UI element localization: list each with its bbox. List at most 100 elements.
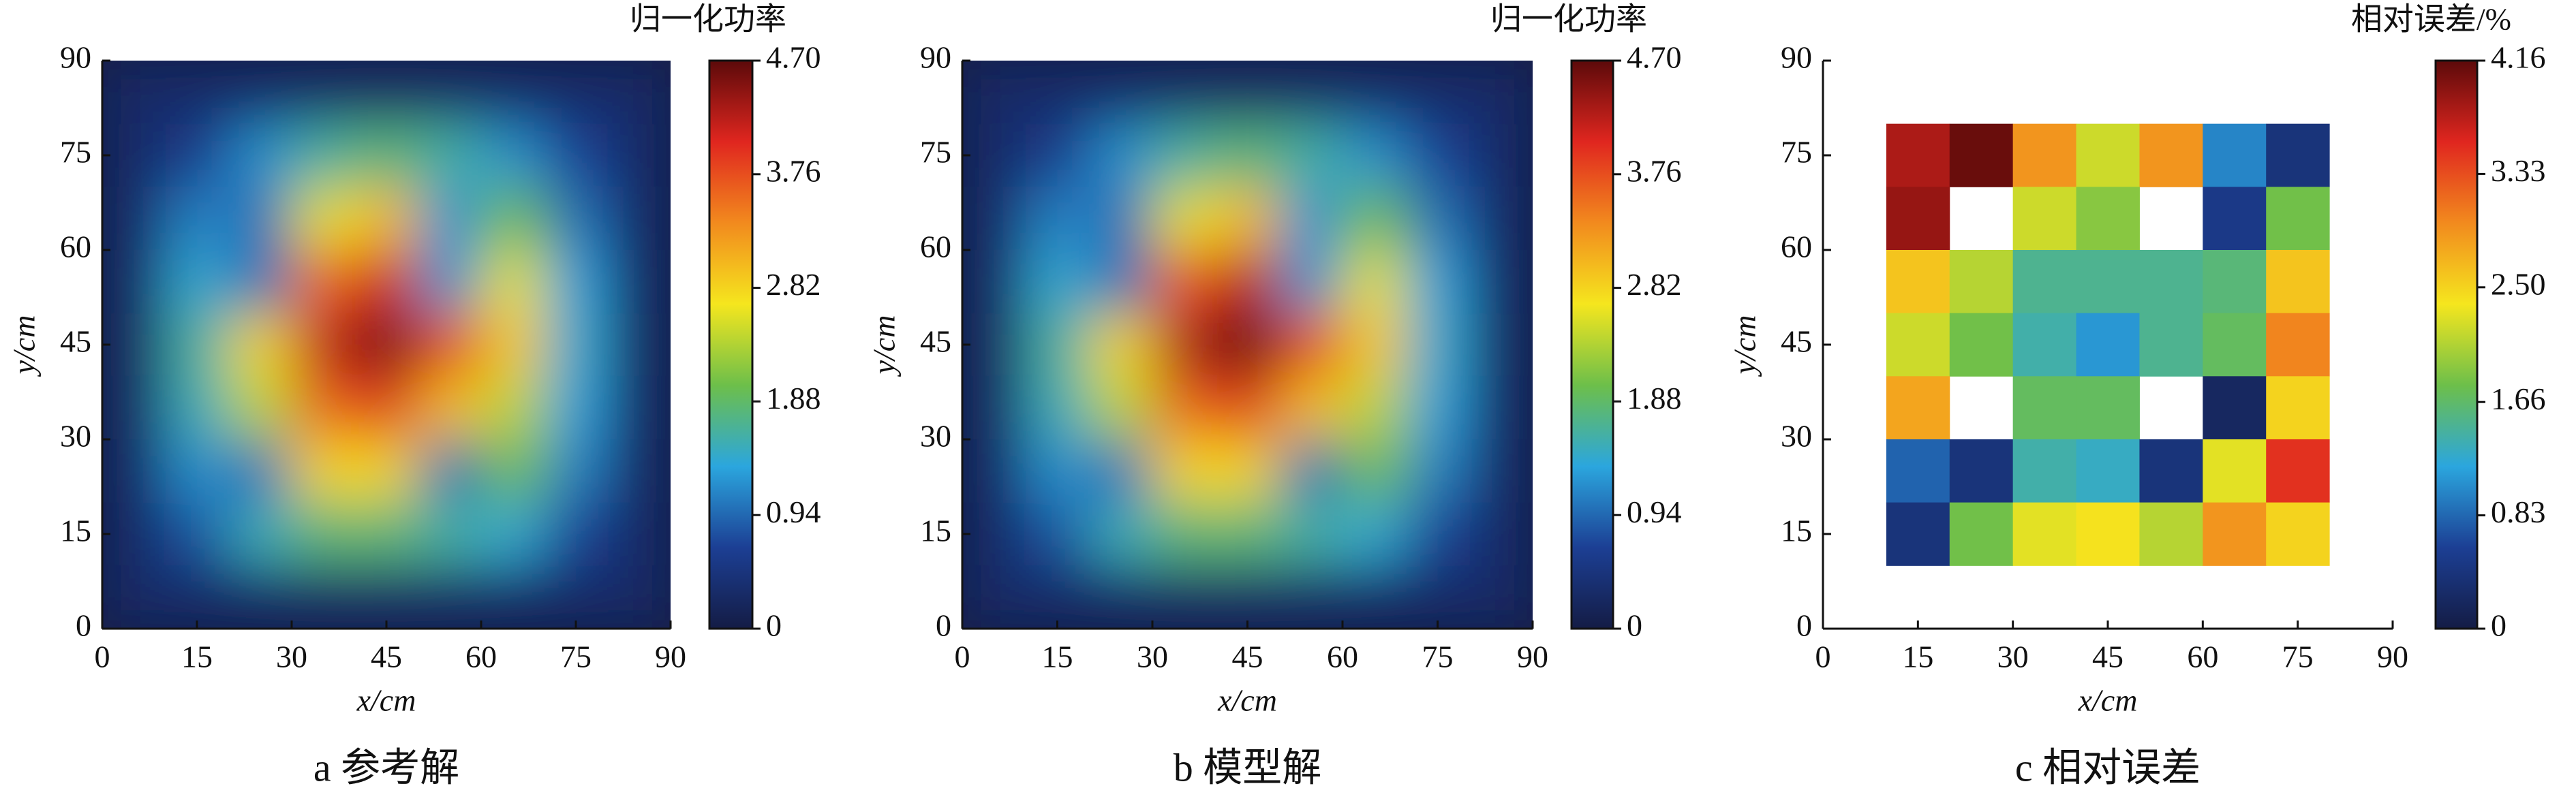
heatmap-cell: [1089, 250, 1153, 314]
heatmap-cell: [165, 439, 229, 503]
heatmap-cell: [1279, 61, 1343, 125]
colorbar-tick-label: 4.70: [1627, 40, 1682, 75]
heatmap-cell: [481, 565, 545, 629]
heatmap-cell: [354, 565, 418, 629]
heatmap-cell: [1152, 565, 1216, 629]
heatmap-cell: [2076, 502, 2140, 566]
heatmap-cell: [228, 187, 292, 251]
heatmap-cell: [607, 61, 671, 125]
x-tick-label: 60: [465, 640, 497, 674]
colorbar-tick-label: 3.76: [766, 153, 821, 188]
heatmap-cell: [1469, 250, 1533, 314]
heatmap-cell: [962, 61, 1026, 125]
heatmap-cell: [2139, 502, 2203, 566]
y-tick-label: 60: [60, 230, 91, 264]
heatmap-cell: [228, 502, 292, 566]
heatmap-cell: [2203, 250, 2267, 314]
heatmap-cell: [2076, 250, 2140, 314]
heatmap-cell: [2076, 123, 2140, 187]
heatmap-cell: [1216, 61, 1280, 125]
heatmap-cell: [2203, 502, 2267, 566]
heatmap-cell: [1886, 502, 1950, 566]
heatmap-cell: [544, 502, 608, 566]
heatmap-cell: [1216, 439, 1280, 503]
heatmap-cell: [1343, 439, 1407, 503]
y-tick-label: 15: [1781, 514, 1812, 548]
heatmap-cell: [292, 439, 356, 503]
heatmap-cell: [1026, 313, 1090, 377]
heatmap-cell: [418, 439, 482, 503]
heatmap-cell: [102, 250, 166, 314]
heatmap-cell: [1343, 250, 1407, 314]
heatmap-cell: [2139, 250, 2203, 314]
heatmap-cell: [481, 439, 545, 503]
heatmap-cell: [2266, 439, 2330, 503]
heatmap-cell: [1343, 187, 1407, 251]
y-tick-label: 45: [920, 324, 951, 359]
heatmap-cell: [1152, 61, 1216, 125]
heatmap-cell: [2076, 187, 2140, 251]
heatmap-cell: [228, 439, 292, 503]
heatmap-cell: [165, 250, 229, 314]
heatmap-cell: [1279, 565, 1343, 629]
heatmap-cell: [544, 376, 608, 440]
heatmap-cell: [544, 123, 608, 187]
heatmap-cell: [1026, 502, 1090, 566]
y-tick-label: 0: [76, 608, 91, 643]
heatmap-cell: [1406, 187, 1470, 251]
heatmap-cell: [418, 123, 482, 187]
heatmap-cell: [1089, 313, 1153, 377]
x-tick-label: 45: [371, 640, 402, 674]
heatmap-cell: [102, 376, 166, 440]
heatmap-cell: [1886, 123, 1950, 187]
heatmap-cell: [2203, 439, 2267, 503]
heatmap-cell: [1949, 123, 2014, 187]
heatmap-cell: [544, 565, 608, 629]
heatmap-cell: [2012, 313, 2077, 377]
colorbar-tick-label: 0.83: [2491, 494, 2546, 529]
heatmap-cell: [2012, 376, 2077, 440]
heatmap-cell: [1406, 565, 1470, 629]
heatmap-cell: [2012, 502, 2077, 566]
heatmap-cell: [418, 502, 482, 566]
heatmap-cell: [607, 187, 671, 251]
x-tick-label: 0: [95, 640, 110, 674]
heatmap-cells: [102, 61, 671, 629]
heatmap-cell: [1469, 376, 1533, 440]
heatmap-cell: [165, 123, 229, 187]
colorbar-tick-label: 0: [1627, 608, 1642, 643]
heatmap-cell: [2012, 187, 2077, 251]
y-tick-label: 30: [1781, 419, 1812, 454]
heatmap-cell: [354, 123, 418, 187]
y-tick-label: 0: [936, 608, 951, 643]
heatmap-cell: [1216, 123, 1280, 187]
heatmap-cell: [544, 61, 608, 125]
heatmap-cell: [1152, 376, 1216, 440]
heatmap-cell: [292, 61, 356, 125]
x-tick-label: 75: [560, 640, 592, 674]
colorbar-tick-label: 2.50: [2491, 266, 2546, 301]
y-tick-label: 90: [920, 40, 951, 75]
heatmap-cell: [481, 376, 545, 440]
x-tick-label: 30: [1137, 640, 1168, 674]
heatmap-cell: [292, 376, 356, 440]
heatmap-cell: [1406, 502, 1470, 566]
x-tick-label: 75: [2282, 640, 2314, 674]
y-tick-label: 90: [60, 40, 91, 75]
y-tick-label: 45: [1781, 324, 1812, 359]
heatmap-cell: [1406, 376, 1470, 440]
x-tick-label: 60: [1327, 640, 1358, 674]
colorbar-title: 相对误差/%: [2351, 2, 2511, 37]
heatmap-cell: [354, 250, 418, 314]
x-axis-label: x/cm: [356, 683, 416, 718]
heatmap-cell: [1279, 187, 1343, 251]
heatmap-cell: [962, 250, 1026, 314]
y-tick-label: 15: [60, 514, 91, 548]
heatmap-cell: [228, 376, 292, 440]
x-tick-label: 0: [955, 640, 970, 674]
x-tick-label: 15: [181, 640, 213, 674]
colorbar-tick-label: 2.82: [1627, 267, 1682, 302]
heatmap-cell: [1469, 439, 1533, 503]
heatmap-cell: [1469, 565, 1533, 629]
